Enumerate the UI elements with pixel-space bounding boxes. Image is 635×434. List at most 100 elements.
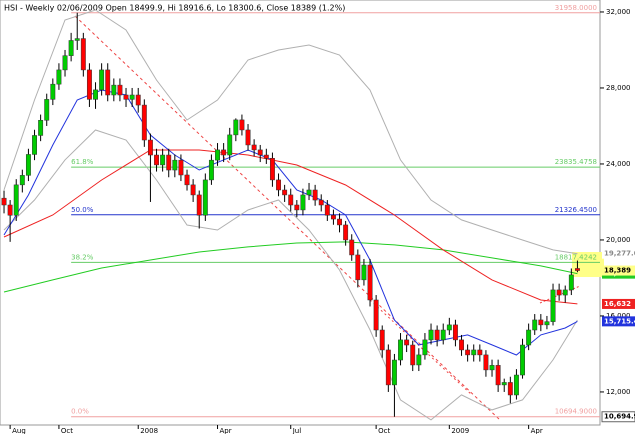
- candle-body: [300, 194, 306, 211]
- overlay-end-label-box: [602, 248, 635, 259]
- fib-value-label: 23835.4758: [555, 158, 597, 166]
- x-tick-label: 2009: [451, 427, 469, 434]
- low-label-box: [601, 411, 635, 423]
- candle-body: [379, 329, 385, 351]
- candle-body: [32, 135, 37, 155]
- candle-body: [117, 84, 123, 96]
- candle-body: [288, 194, 294, 206]
- candle-body: [68, 40, 74, 56]
- candle-body: [532, 319, 538, 331]
- overlay-end-label: 19,277.6: [604, 250, 635, 258]
- x-tick-label: Apr: [220, 427, 232, 434]
- candle-body: [221, 149, 227, 156]
- overlay-end-label: 16,632: [604, 300, 631, 308]
- candle-body: [477, 349, 483, 356]
- candle-body: [312, 189, 318, 201]
- y-tick-label: 12,000: [606, 388, 631, 396]
- x-tick-label: Aug: [12, 427, 26, 434]
- close-label-box: [602, 265, 635, 276]
- candle-body: [276, 179, 281, 191]
- fib-value-label: 18817.4242: [555, 253, 597, 261]
- candle-body: [544, 321, 550, 326]
- candle-body: [123, 94, 129, 100]
- overlay-line: [3, 129, 578, 421]
- fib-label: 38.2%: [71, 253, 94, 261]
- candle-body: [410, 344, 416, 366]
- candle-body: [263, 154, 269, 159]
- candle-body: [129, 94, 135, 100]
- candle-body: [160, 154, 166, 166]
- trend-line: [369, 299, 473, 396]
- candle-body: [422, 339, 428, 356]
- candle-body: [245, 129, 251, 146]
- candle-body: [446, 324, 452, 331]
- candle-body: [349, 239, 355, 256]
- y-tick-label: 20,000: [606, 236, 631, 244]
- candle-body: [550, 289, 556, 322]
- candle-body: [184, 174, 190, 186]
- fib-value-label: 21326.4500: [555, 206, 597, 214]
- x-tick-label: Oct: [378, 427, 390, 434]
- candle-body: [251, 144, 257, 151]
- candle-body: [404, 339, 410, 346]
- candle-body: [172, 159, 178, 171]
- candle-body: [416, 354, 422, 366]
- candle-body: [459, 339, 464, 351]
- candle-body: [202, 179, 208, 216]
- candle-body: [208, 159, 214, 181]
- candle-body: [227, 134, 233, 156]
- candle-body: [343, 224, 349, 241]
- candle-body: [324, 204, 330, 216]
- candle-body: [538, 319, 544, 326]
- candle-body: [367, 264, 373, 301]
- candle-body: [306, 189, 312, 196]
- candle-body: [196, 194, 202, 216]
- candle-body: [257, 149, 263, 156]
- candle-body: [495, 365, 501, 386]
- x-tick-label: Apr: [531, 427, 543, 434]
- candle-body: [513, 374, 519, 396]
- fib-value-label: 10694.9000: [555, 408, 597, 416]
- low-label: 10,694.9: [604, 413, 635, 421]
- overlay-line: [3, 149, 578, 305]
- y-tick-label: 16,000: [606, 312, 631, 320]
- candle-body: [99, 69, 105, 91]
- candle-body: [135, 94, 141, 106]
- candle-body: [489, 365, 495, 371]
- candle-body: [269, 158, 275, 181]
- candle-body: [239, 119, 245, 131]
- candle-body: [337, 218, 342, 226]
- candle-body: [526, 329, 532, 346]
- candle-body: [56, 69, 62, 85]
- candle-body: [1, 197, 7, 206]
- overlay-end-label-box: [602, 298, 635, 309]
- candle-body: [507, 382, 513, 396]
- candle-body: [111, 84, 117, 96]
- candle-body: [520, 344, 525, 376]
- candle-body: [154, 154, 159, 166]
- overlay-end-label: 15,715.4: [604, 317, 635, 325]
- overlay-line: [3, 241, 578, 293]
- candle-body: [141, 104, 147, 141]
- y-tick-label: 24,000: [606, 160, 631, 168]
- candle-body: [574, 268, 580, 271]
- candle-body: [190, 184, 196, 196]
- candle-body: [282, 189, 288, 196]
- candle-body: [471, 349, 477, 356]
- chart-title: HSI - Weekly 02/06/2009 Open 18499.9, Hi…: [4, 4, 345, 13]
- candle-body: [355, 254, 361, 281]
- candle-body: [398, 339, 403, 361]
- candle-body: [318, 199, 324, 206]
- candle-body: [93, 89, 98, 100]
- candle-body: [440, 329, 446, 341]
- candle-body: [294, 204, 300, 211]
- candle-body: [147, 139, 153, 156]
- candle-body: [105, 69, 111, 96]
- candle-body: [434, 329, 440, 341]
- fib-label: 0.0%: [71, 408, 89, 416]
- candle-body: [215, 149, 220, 161]
- y-tick-label: 28,000: [606, 84, 631, 92]
- x-tick-label: 2008: [140, 427, 158, 434]
- candle-body: [465, 349, 471, 356]
